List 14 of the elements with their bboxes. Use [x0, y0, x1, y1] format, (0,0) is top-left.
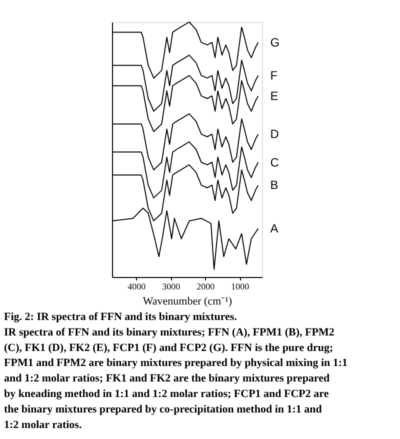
x-tick-label: 4000 [128, 282, 146, 292]
series-label: D [270, 127, 280, 142]
x-tick-label: 1000 [231, 282, 250, 292]
series-label: G [270, 35, 280, 50]
series-label: A [270, 222, 278, 236]
x-tick-label: 3000 [162, 282, 181, 292]
text: IR spectra of FFN and its binary mixtures; FFN (A), FPM1 (B), FPM2 (C), FK1 (D), FK2 (E), FCP1 (F) and FCP2 (G). FFN is the pure drug; FPM1 and FPM2 are binary mixtures prepared by physical mixing in 1:1 and 1:2 molar ratios; FK1 and FK2 are the binary mixtures prepared by kneading method in 1:1 and 1:2 molar ratios; FCP1 and FCP2 are the binary mixtures prepared by co-precipitation method in 1:1 and 1:2 molar ratios. [4, 326, 348, 431]
series-label: E [270, 88, 278, 103]
series-label: B [270, 178, 278, 192]
series-label: F [270, 68, 278, 83]
text: Fig. 2: IR spectra of FFN and its binary mixtures. [4, 311, 238, 323]
x-tick-label: 2000 [196, 282, 216, 292]
series-label: C [270, 155, 280, 170]
x-axis-title: Wavenumber (cm⁻¹) [142, 296, 232, 308]
